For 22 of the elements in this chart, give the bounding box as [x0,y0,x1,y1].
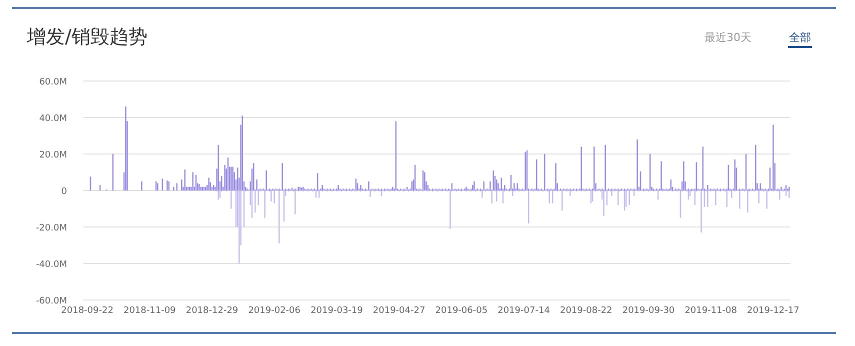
x-tick-label: 2019-12-17 [747,306,800,316]
x-tick-label: 2018-12-29 [186,306,238,316]
x-tick-label: 2019-06-05 [435,306,488,316]
y-tick-label: 20.0M [39,150,67,160]
x-tick-label: 2019-09-30 [622,306,675,316]
y-tick-label: -20.0M [36,224,67,234]
x-tick-label: 2018-11-09 [124,306,176,316]
x-tick-label: 2019-03-19 [310,306,364,316]
y-tick-label: 60.0M [39,78,67,88]
y-tick-label: 40.0M [39,114,67,124]
x-tick-label: 2019-04-27 [372,306,426,316]
x-tick-label: 2019-11-08 [684,306,738,316]
text: 全部 [789,31,811,44]
x-tick-label: 2018-09-22 [61,306,114,316]
x-tick-label: 2019-07-14 [498,306,550,316]
y-tick-label: -60.0M [36,296,67,306]
text: 最近30天 [704,31,752,44]
y-tick-label: -40.0M [36,260,67,270]
x-tick-label: 2019-08-22 [560,306,612,316]
y-tick-label: 0 [61,187,68,197]
x-tick-label: 2019-02-06 [248,306,301,316]
chart-title: 增发/销毁趋势 [26,26,148,48]
